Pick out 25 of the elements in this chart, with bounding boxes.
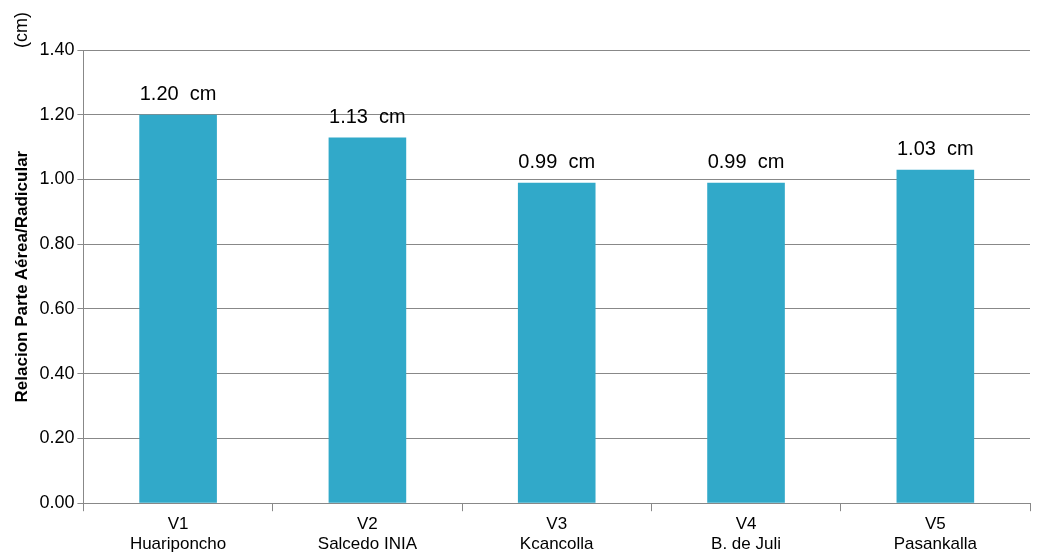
data-label: 1.20 cm [139,82,217,105]
y-tick-label: 0.60 [39,297,75,318]
y-tick-label: 1.40 [39,38,75,59]
data-label: 0.99 cm [707,150,785,173]
x-tick-label: V2 Salcedo INIA [317,514,418,554]
x-tick-label: V5 Pasankalla [893,514,978,554]
text: (cm) [10,12,31,48]
x-tick-label: V4 B. de Juli [711,514,781,554]
data-label: 0.99 cm [518,150,596,173]
y-tick-label: 0.00 [39,492,75,513]
y-tick-label: 0.40 [39,362,75,383]
bar [517,182,596,503]
bar [139,114,217,503]
x-tick-label: V1 Huariponcho [129,514,227,554]
bar [896,169,975,503]
y-tick-label: 1.00 [39,168,75,189]
data-label: 1.03 cm [896,137,974,160]
y-axis-title: Relacion Parte Aérea/Radicular [11,150,31,403]
bar [328,137,407,503]
bar [707,182,785,503]
y-tick-label: 1.20 [39,103,75,124]
x-tick-label: V3 Kcancolla [519,514,595,554]
y-tick-label: 0.20 [39,427,75,448]
y-tick-label: 0.80 [39,233,75,254]
data-label: 1.13 cm [329,104,406,127]
